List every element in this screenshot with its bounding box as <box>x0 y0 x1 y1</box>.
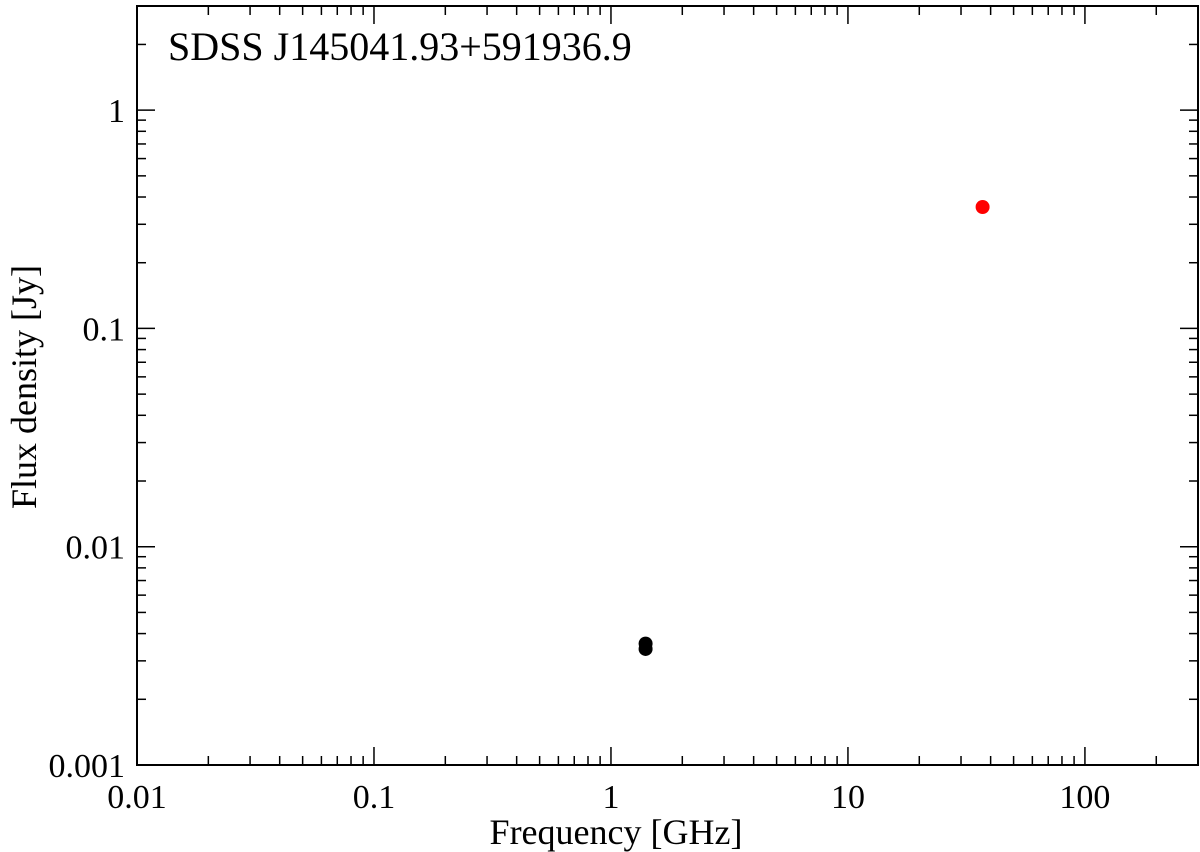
x-axis-label: Frequency [GHz] <box>490 812 743 852</box>
y-axis-label: Flux density [Jy] <box>4 265 44 509</box>
chart-title: SDSS J145041.93+591936.9 <box>168 24 632 69</box>
x-tick-label: 1 <box>602 779 619 816</box>
axis-ticks <box>136 5 1199 766</box>
y-tick-label: 1 <box>108 93 125 130</box>
y-tick-label: 0.01 <box>66 530 126 567</box>
x-tick-labels: 0.01 0.1 1 10 100 <box>107 779 1110 816</box>
x-tick-label: 100 <box>1059 779 1110 816</box>
data-points <box>638 200 990 656</box>
x-tick-label: 0.1 <box>353 779 396 816</box>
x-tick-label: 10 <box>831 779 865 816</box>
data-point <box>638 641 653 656</box>
plot-frame <box>136 5 1199 766</box>
x-tick-label: 0.01 <box>107 779 167 816</box>
y-tick-labels: 0.001 0.01 0.1 1 <box>49 93 126 785</box>
data-point <box>975 200 990 215</box>
y-tick-label: 0.1 <box>83 311 126 348</box>
y-tick-label: 0.001 <box>49 748 126 785</box>
